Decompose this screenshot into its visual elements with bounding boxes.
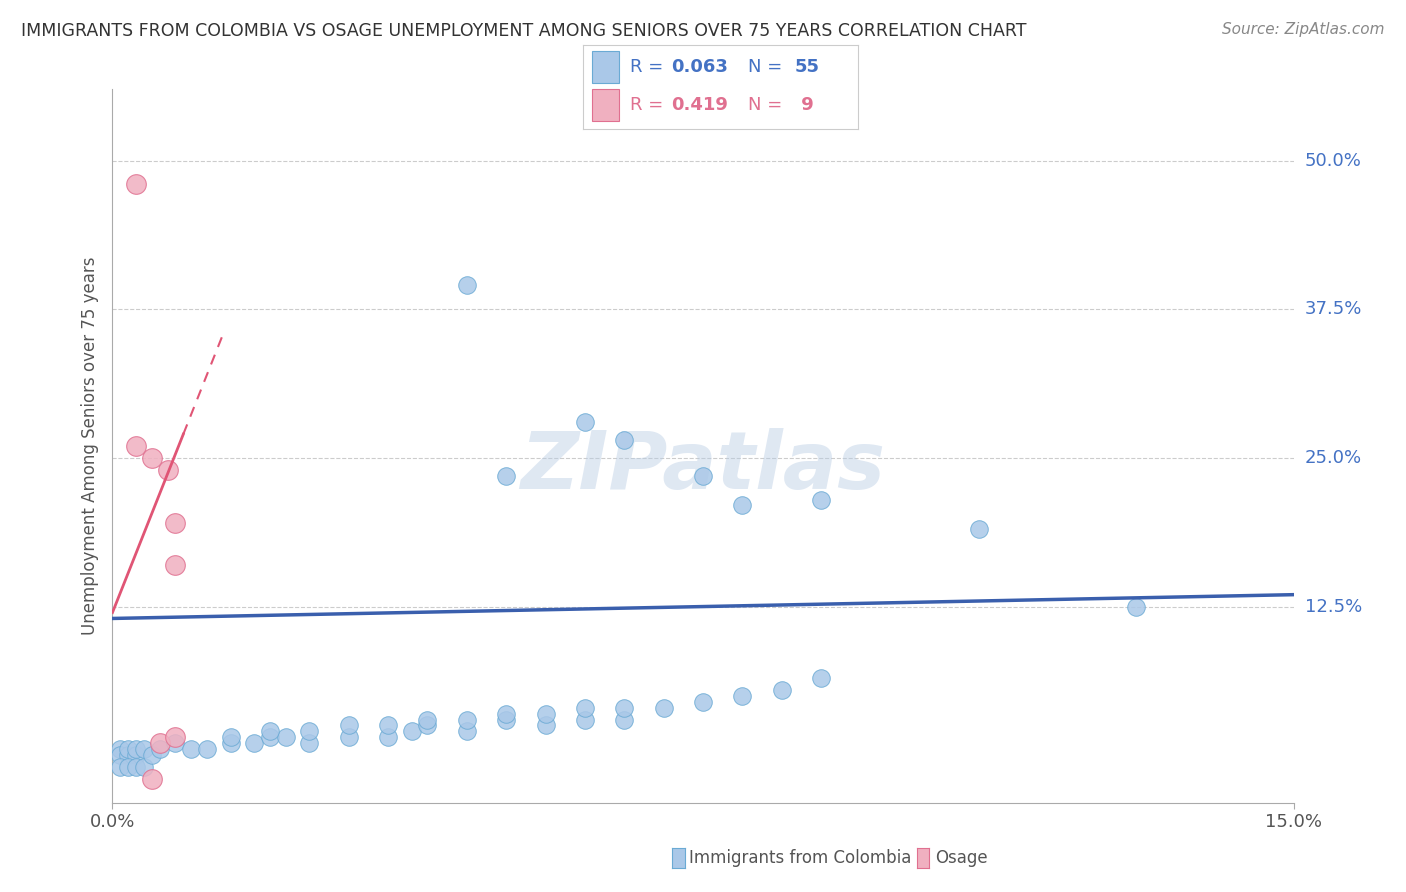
Point — [117, 760, 139, 774]
Y-axis label: Unemployment Among Seniors over 75 years: Unemployment Among Seniors over 75 years — [80, 257, 98, 635]
Point — [416, 718, 439, 732]
Point — [456, 724, 478, 739]
Point — [534, 718, 557, 732]
Point — [574, 415, 596, 429]
Point — [274, 731, 297, 745]
Point — [574, 700, 596, 714]
Point — [149, 742, 172, 756]
Point — [377, 731, 399, 745]
Point — [377, 718, 399, 732]
Point — [141, 748, 163, 763]
Point — [125, 178, 148, 192]
Point — [141, 450, 163, 465]
Point — [180, 742, 202, 756]
Point — [195, 742, 218, 756]
Point — [495, 706, 517, 721]
Point — [165, 736, 187, 750]
Text: 50.0%: 50.0% — [1305, 152, 1361, 169]
Point — [456, 713, 478, 727]
Point — [125, 748, 148, 763]
Point — [731, 499, 754, 513]
Text: Osage: Osage — [935, 849, 987, 867]
Point — [259, 724, 281, 739]
Point — [495, 713, 517, 727]
Point — [456, 278, 478, 293]
Point — [810, 492, 832, 507]
Point — [117, 742, 139, 756]
Text: 12.5%: 12.5% — [1305, 598, 1362, 615]
Point — [141, 772, 163, 786]
Point — [165, 516, 187, 531]
FancyBboxPatch shape — [592, 51, 619, 83]
Text: Immigrants from Colombia: Immigrants from Colombia — [689, 849, 911, 867]
Text: R =: R = — [630, 58, 669, 76]
FancyBboxPatch shape — [592, 88, 619, 120]
Point — [298, 724, 321, 739]
Point — [125, 760, 148, 774]
Text: 37.5%: 37.5% — [1305, 301, 1362, 318]
Point — [692, 468, 714, 483]
Point — [416, 713, 439, 727]
Point — [110, 742, 132, 756]
Point — [731, 689, 754, 703]
Text: ZIPatlas: ZIPatlas — [520, 428, 886, 507]
Point — [967, 522, 990, 536]
Point — [219, 731, 242, 745]
Point — [219, 736, 242, 750]
Text: 55: 55 — [794, 58, 820, 76]
Point — [613, 713, 636, 727]
Point — [132, 760, 155, 774]
Text: 25.0%: 25.0% — [1305, 449, 1362, 467]
Point — [613, 433, 636, 447]
Point — [337, 731, 360, 745]
Point — [259, 731, 281, 745]
Text: R =: R = — [630, 96, 669, 114]
Point — [132, 742, 155, 756]
Point — [810, 671, 832, 685]
Text: N =: N = — [748, 58, 787, 76]
Point — [574, 713, 596, 727]
Point — [125, 439, 148, 453]
Text: IMMIGRANTS FROM COLOMBIA VS OSAGE UNEMPLOYMENT AMONG SENIORS OVER 75 YEARS CORRE: IMMIGRANTS FROM COLOMBIA VS OSAGE UNEMPL… — [21, 22, 1026, 40]
Point — [401, 724, 423, 739]
Text: 0.063: 0.063 — [671, 58, 728, 76]
Point — [613, 700, 636, 714]
Point — [117, 748, 139, 763]
Point — [165, 731, 187, 745]
Text: N =: N = — [748, 96, 787, 114]
Text: 0.419: 0.419 — [671, 96, 728, 114]
Point — [652, 700, 675, 714]
Point — [125, 742, 148, 756]
Point — [534, 706, 557, 721]
Point — [298, 736, 321, 750]
Point — [149, 736, 172, 750]
Point — [110, 748, 132, 763]
Point — [692, 695, 714, 709]
Point — [495, 468, 517, 483]
Point — [770, 682, 793, 697]
Point — [1125, 599, 1147, 614]
Point — [243, 736, 266, 750]
Point — [337, 718, 360, 732]
Text: Source: ZipAtlas.com: Source: ZipAtlas.com — [1222, 22, 1385, 37]
Text: 9: 9 — [794, 96, 813, 114]
Point — [165, 558, 187, 572]
Point — [110, 760, 132, 774]
Point — [156, 463, 179, 477]
